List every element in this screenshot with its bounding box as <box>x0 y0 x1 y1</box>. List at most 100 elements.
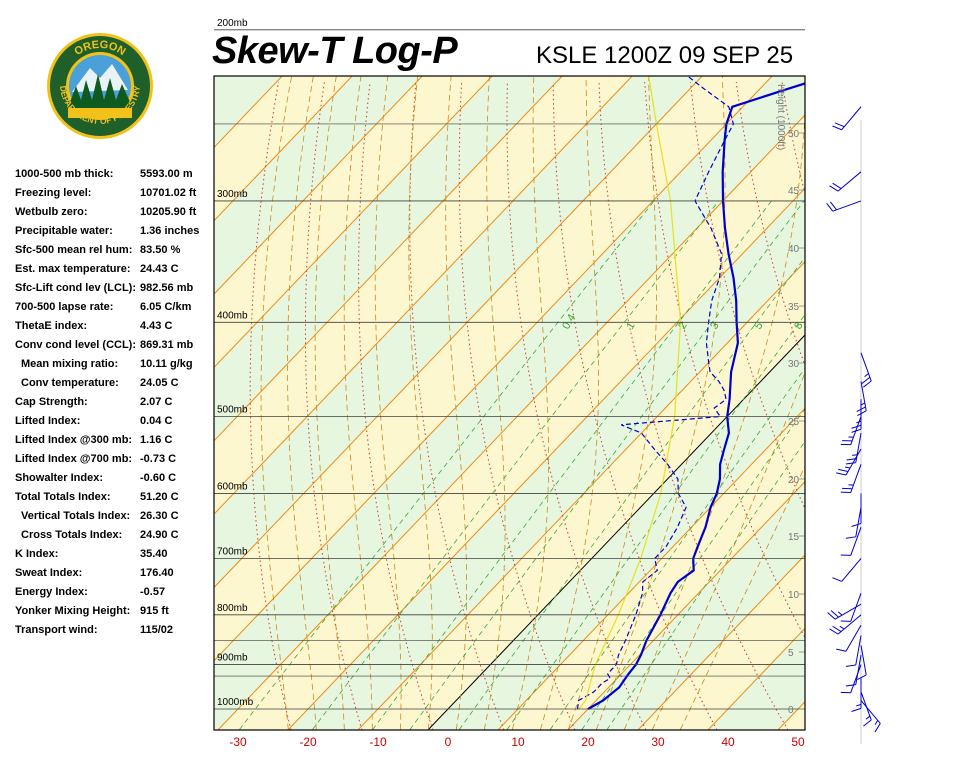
isotherm-line <box>214 76 563 442</box>
wind-barb-flag <box>836 648 847 652</box>
moist-adiabat <box>408 76 433 730</box>
wind-barb-shaft <box>860 352 872 382</box>
wind-barb <box>860 700 881 733</box>
dry-adiabat <box>874 82 960 730</box>
pressure-label: 700mb <box>217 546 248 557</box>
oregon-forestry-logo: OREGON DEPARTMENT OF FORESTRY <box>47 33 153 139</box>
pressure-label: 200mb <box>217 18 248 29</box>
dry-adiabat <box>690 81 805 510</box>
index-row: Cap Strength: 2.07 C <box>15 396 215 415</box>
index-row: Lifted Index @300 mb: 1.16 C <box>15 434 215 453</box>
dry-adiabat <box>506 81 647 730</box>
wind-barb-flag <box>856 406 866 413</box>
wind-barb <box>832 558 862 582</box>
index-row: Precipitable water: 1.36 inches <box>15 225 215 244</box>
wind-barb <box>860 352 872 388</box>
plot-area <box>0 76 960 730</box>
wind-barb <box>836 625 862 652</box>
plot-border <box>213 75 806 731</box>
dry-adiabat <box>644 81 805 639</box>
index-value: -0.60 C <box>140 472 177 484</box>
temperature-tick-label: 10 <box>511 735 525 749</box>
temperature-tick-label: 0 <box>445 735 452 749</box>
height-label: 10 <box>788 590 800 601</box>
index-value: 1.36 inches <box>140 225 200 237</box>
index-label: K Index: <box>15 548 59 560</box>
wind-barb-flag <box>851 428 862 433</box>
index-label: 1000-500 mb thick: <box>15 168 114 180</box>
wind-barb-flag <box>829 628 839 635</box>
index-row: K Index: 35.40 <box>15 548 215 567</box>
wind-barb-shaft <box>837 171 862 192</box>
pressure-label: 500mb <box>217 404 248 415</box>
mixing-ratio-label: 5 <box>752 320 765 331</box>
temperature-tick-label: 50 <box>791 735 805 749</box>
isotherm-line <box>0 76 212 730</box>
mixing-ratio-label: 2 <box>676 320 689 331</box>
moist-adiabat <box>445 76 467 730</box>
index-value: 10205.90 ft <box>140 206 197 218</box>
wind-barb-half-flag <box>856 420 862 424</box>
height-label: 25 <box>788 417 800 428</box>
wind-barb-flag <box>851 707 862 712</box>
mixing-ratio-label: 8 <box>792 320 805 331</box>
height-label: 0 <box>788 705 794 716</box>
temperature-tick-label: -30 <box>229 735 247 749</box>
wind-barb <box>851 678 862 712</box>
wind-barb-half-flag <box>856 703 862 707</box>
index-value: 51.20 C <box>140 491 179 503</box>
wind-barb-flag <box>857 674 867 681</box>
wind-barb-shaft <box>850 527 862 556</box>
height-label: 5 <box>788 648 794 659</box>
index-label: Total Totals Index: <box>15 491 111 503</box>
wind-barb <box>826 200 862 212</box>
wind-barb-shaft <box>860 381 867 411</box>
wind-barb-flag <box>845 536 856 539</box>
height-label: 30 <box>788 359 800 370</box>
wind-barb <box>840 464 862 494</box>
index-row: Vertical Totals Index: 26.30 C <box>15 510 215 529</box>
index-label: Precipitable water: <box>15 225 113 237</box>
index-label: Lifted Index: <box>15 415 81 427</box>
wind-barb <box>845 432 862 465</box>
wind-barb-flag <box>857 410 867 416</box>
pressure-label: 1000mb <box>217 697 254 708</box>
index-row: Transport wind: 115/02 <box>15 624 215 643</box>
wind-barb-flag <box>832 577 842 582</box>
moist-adiabat <box>314 76 345 730</box>
index-value: 869.31 mb <box>140 339 194 351</box>
isotherm-line <box>637 554 805 730</box>
logo-ground <box>68 108 132 118</box>
index-value: 115/02 <box>140 624 174 636</box>
index-value: 35.40 <box>140 548 168 560</box>
moist-adiabat <box>511 76 549 730</box>
wind-barb-shaft <box>845 448 862 476</box>
moist-adiabat <box>343 76 373 730</box>
wind-barb-flag <box>846 458 857 461</box>
wind-barb <box>836 448 862 476</box>
wind-barb-flag <box>826 202 834 212</box>
index-row: Est. max temperature: 24.43 C <box>15 263 215 282</box>
wind-barb-flag <box>845 664 856 667</box>
isotherm-line <box>287 187 805 730</box>
wind-barb-half-flag <box>837 611 843 616</box>
index-label: Lifted Index @300 mb: <box>15 434 133 446</box>
wind-barb <box>829 171 862 192</box>
wind-barb-flag <box>863 380 872 388</box>
index-label: Wetbulb zero: <box>15 206 88 218</box>
dry-adiabat <box>552 81 718 730</box>
index-row: Freezing level: 10701.02 ft <box>15 187 215 206</box>
isotherm-line <box>0 76 142 730</box>
wind-barb <box>845 654 862 687</box>
moist-adiabat <box>374 76 402 730</box>
wind-barb <box>840 593 862 622</box>
mixing-ratio-label: 1 <box>624 320 637 331</box>
wind-barb <box>832 106 862 131</box>
wind-barb-shaft <box>860 691 872 721</box>
index-value: 176.40 <box>140 567 174 579</box>
index-row: Cross Totals Index: 24.90 C <box>15 529 215 548</box>
wind-barb-shaft <box>855 635 862 666</box>
moist-adiabat <box>539 76 599 730</box>
wind-barb-shaft <box>832 200 862 212</box>
